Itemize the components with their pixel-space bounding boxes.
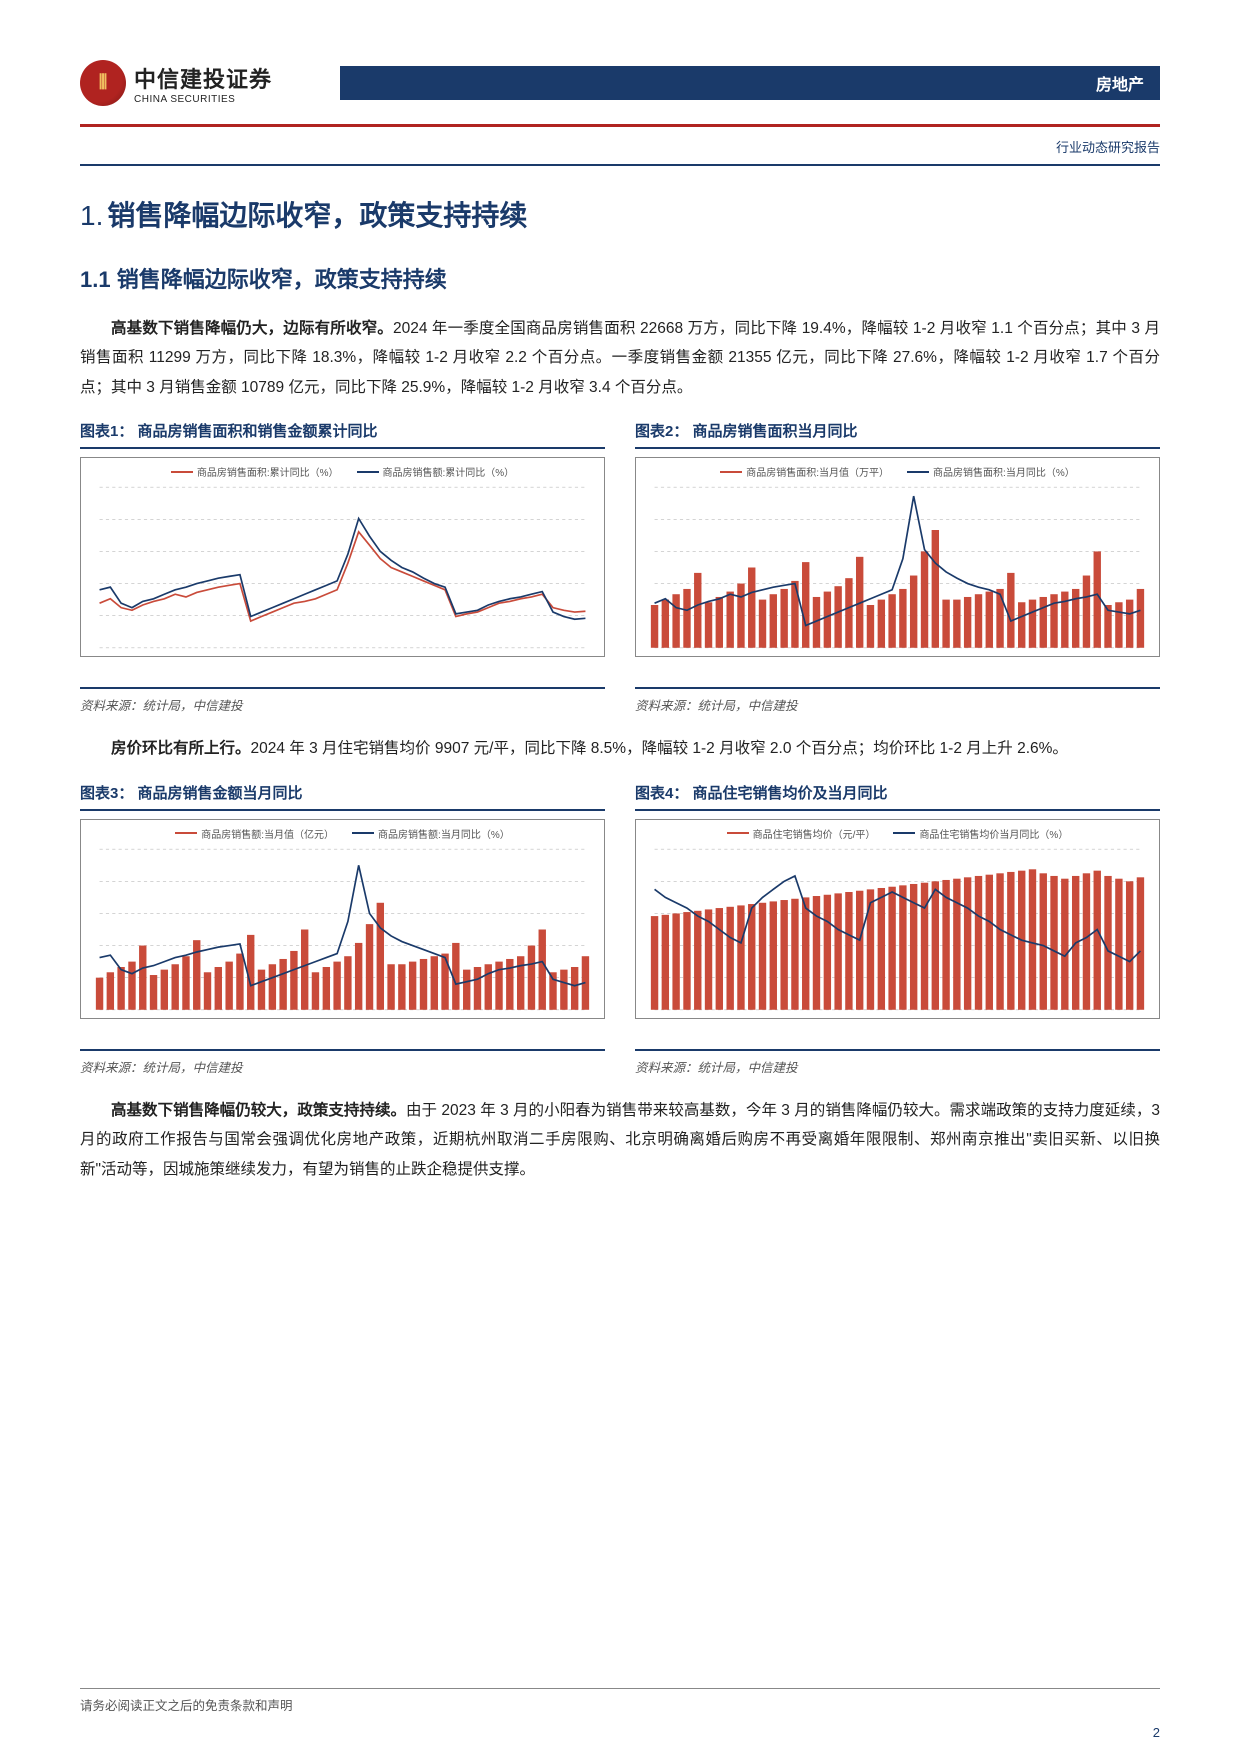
subsection-num: 1.1 bbox=[80, 267, 111, 292]
source-row-1: 资料来源：统计局，中信建投 资料来源：统计局，中信建投 bbox=[80, 687, 1160, 714]
chart-2-legend-2-text: 商品房销售面积:当月同比（%） bbox=[933, 464, 1075, 479]
paragraph-2: 房价环比有所上行。2024 年 3 月住宅销售均价 9907 元/平，同比下降 … bbox=[80, 734, 1160, 763]
page-number: 2 bbox=[1153, 1725, 1160, 1740]
chart-2-cell: 图表2： 商品房销售面积当月同比 商品房销售面积:当月值（万平） 商品房销售面积… bbox=[635, 420, 1160, 657]
logo-cn: 中信建投证券 bbox=[134, 62, 272, 94]
swatch-icon bbox=[720, 471, 742, 473]
chart-3-title: 图表3： 商品房销售金额当月同比 bbox=[80, 782, 605, 811]
chart-3-legend-1: 商品房销售额:当月值（亿元） bbox=[175, 826, 334, 841]
chart-4-title: 图表4： 商品住宅销售均价及当月同比 bbox=[635, 782, 1160, 811]
chart-4-legend-1: 商品住宅销售均价（元/平） bbox=[727, 826, 876, 841]
chart-4-box: 商品住宅销售均价（元/平） 商品住宅销售均价当月同比（%） bbox=[635, 819, 1160, 1019]
para2-bold: 房价环比有所上行。 bbox=[111, 740, 251, 757]
subsection-heading: 1.1 销售降幅边际收窄，政策支持持续 bbox=[80, 262, 1160, 294]
chart-4-legend: 商品住宅销售均价（元/平） 商品住宅销售均价当月同比（%） bbox=[644, 826, 1151, 841]
chart-1-cell: 图表1： 商品房销售面积和销售金额累计同比 商品房销售面积:累计同比（%） 商品… bbox=[80, 420, 605, 657]
chart-3-legend-2-text: 商品房销售额:当月同比（%） bbox=[378, 826, 510, 841]
chart-1-box: 商品房销售面积:累计同比（%） 商品房销售额:累计同比（%） bbox=[80, 457, 605, 657]
swatch-icon bbox=[893, 832, 915, 834]
footer-disclaimer: 请务必阅读正文之后的免责条款和声明 bbox=[80, 1695, 1160, 1714]
footer-divider bbox=[80, 1688, 1160, 1689]
para3-bold: 高基数下销售降幅仍较大，政策支持持续。 bbox=[111, 1102, 406, 1119]
chart-4-svg bbox=[644, 845, 1151, 1014]
blue-divider bbox=[80, 164, 1160, 166]
swatch-icon bbox=[907, 471, 929, 473]
swatch-icon bbox=[352, 832, 374, 834]
report-type: 行业动态研究报告 bbox=[80, 127, 1160, 164]
chart-1-source: 资料来源：统计局，中信建投 bbox=[80, 687, 605, 714]
paragraph-3: 高基数下销售降幅仍较大，政策支持持续。由于 2023 年 3 月的小阳春为销售带… bbox=[80, 1096, 1160, 1184]
chart-2-legend: 商品房销售面积:当月值（万平） 商品房销售面积:当月同比（%） bbox=[644, 464, 1151, 479]
chart-1-legend-2-text: 商品房销售额:累计同比（%） bbox=[383, 464, 515, 479]
chart-1-title: 图表1： 商品房销售面积和销售金额累计同比 bbox=[80, 420, 605, 449]
chart-1-legend-2: 商品房销售额:累计同比（%） bbox=[357, 464, 515, 479]
para2-rest: 2024 年 3 月住宅销售均价 9907 元/平，同比下降 8.5%，降幅较 … bbox=[251, 740, 1068, 757]
logo-mark: ⦀ bbox=[80, 60, 126, 106]
chart-3-source: 资料来源：统计局，中信建投 bbox=[80, 1049, 605, 1076]
chart-3-cell: 图表3： 商品房销售金额当月同比 商品房销售额:当月值（亿元） 商品房销售额:当… bbox=[80, 782, 605, 1019]
chart-2-svg bbox=[644, 483, 1151, 652]
swatch-icon bbox=[727, 832, 749, 834]
chart-2-title: 图表2： 商品房销售面积当月同比 bbox=[635, 420, 1160, 449]
chart-row-1: 图表1： 商品房销售面积和销售金额累计同比 商品房销售面积:累计同比（%） 商品… bbox=[80, 420, 1160, 657]
chart-1-legend: 商品房销售面积:累计同比（%） 商品房销售额:累计同比（%） bbox=[89, 464, 596, 479]
swatch-icon bbox=[175, 832, 197, 834]
logo-glyph: ⦀ bbox=[99, 72, 108, 95]
chart-1-svg bbox=[89, 483, 596, 652]
chart-1-legend-1-text: 商品房销售面积:累计同比（%） bbox=[197, 464, 339, 479]
page-header: ⦀ 中信建投证券 CHINA SECURITIES 房地产 bbox=[80, 60, 1160, 120]
chart-2-legend-1: 商品房销售面积:当月值（万平） bbox=[720, 464, 889, 479]
paragraph-1: 高基数下销售降幅仍大，边际有所收窄。2024 年一季度全国商品房销售面积 226… bbox=[80, 314, 1160, 402]
chart-4-cell: 图表4： 商品住宅销售均价及当月同比 商品住宅销售均价（元/平） 商品住宅销售均… bbox=[635, 782, 1160, 1019]
para1-bold: 高基数下销售降幅仍大，边际有所收窄。 bbox=[111, 320, 393, 337]
swatch-icon bbox=[171, 471, 193, 473]
chart-row-2: 图表3： 商品房销售金额当月同比 商品房销售额:当月值（亿元） 商品房销售额:当… bbox=[80, 782, 1160, 1019]
section-num: 1. bbox=[80, 200, 103, 231]
chart-1-legend-1: 商品房销售面积:累计同比（%） bbox=[171, 464, 339, 479]
category-bar: 房地产 bbox=[340, 66, 1160, 100]
chart-4-legend-1-text: 商品住宅销售均价（元/平） bbox=[753, 826, 876, 841]
chart-4-legend-2-text: 商品住宅销售均价当月同比（%） bbox=[919, 826, 1068, 841]
chart-4-legend-2: 商品住宅销售均价当月同比（%） bbox=[893, 826, 1068, 841]
section-title: 销售降幅边际收窄，政策支持持续 bbox=[107, 200, 527, 231]
chart-2-legend-2: 商品房销售面积:当月同比（%） bbox=[907, 464, 1075, 479]
chart-3-svg bbox=[89, 845, 596, 1014]
logo-text-block: 中信建投证券 CHINA SECURITIES bbox=[134, 62, 272, 105]
page-footer: 请务必阅读正文之后的免责条款和声明 bbox=[80, 1688, 1160, 1714]
subsection-title: 销售降幅边际收窄，政策支持持续 bbox=[117, 267, 447, 292]
chart-2-legend-1-text: 商品房销售面积:当月值（万平） bbox=[746, 464, 889, 479]
chart-3-legend: 商品房销售额:当月值（亿元） 商品房销售额:当月同比（%） bbox=[89, 826, 596, 841]
chart-2-source: 资料来源：统计局，中信建投 bbox=[635, 687, 1160, 714]
chart-3-legend-2: 商品房销售额:当月同比（%） bbox=[352, 826, 510, 841]
chart-4-source: 资料来源：统计局，中信建投 bbox=[635, 1049, 1160, 1076]
logo-en: CHINA SECURITIES bbox=[134, 94, 272, 105]
category-label: 房地产 bbox=[1096, 71, 1144, 95]
section-heading: 1.销售降幅边际收窄，政策支持持续 bbox=[80, 194, 1160, 234]
chart-3-legend-1-text: 商品房销售额:当月值（亿元） bbox=[201, 826, 334, 841]
swatch-icon bbox=[357, 471, 379, 473]
source-row-2: 资料来源：统计局，中信建投 资料来源：统计局，中信建投 bbox=[80, 1049, 1160, 1076]
chart-3-box: 商品房销售额:当月值（亿元） 商品房销售额:当月同比（%） bbox=[80, 819, 605, 1019]
chart-2-box: 商品房销售面积:当月值（万平） 商品房销售面积:当月同比（%） bbox=[635, 457, 1160, 657]
